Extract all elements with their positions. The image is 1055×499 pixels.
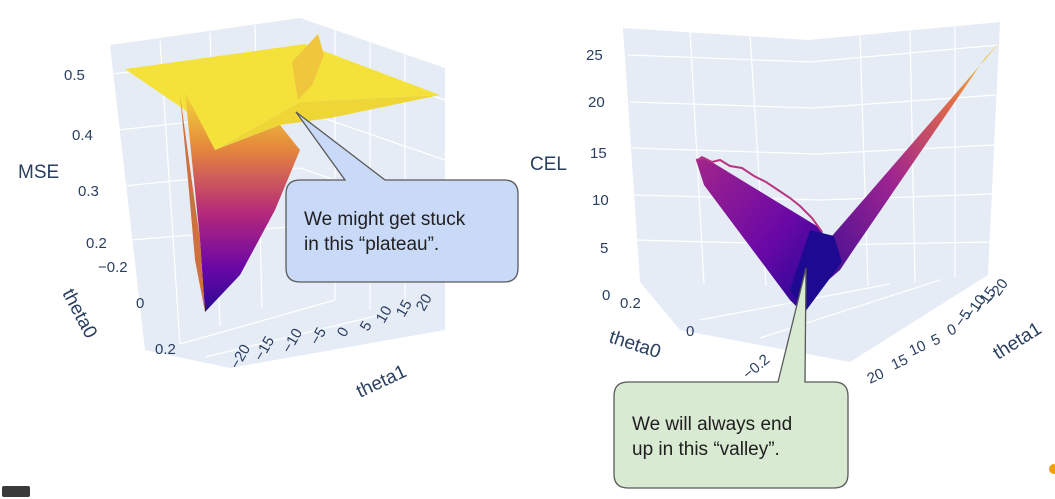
right-callout-line-2: up in this “valley”.: [632, 439, 780, 460]
right-callout: We will always end up in this “valley”.: [613, 267, 849, 489]
left-plateau-near: [215, 95, 440, 150]
right-ytick-group: 20 15 10 5 0 −5 −10 −15 −20: [865, 276, 1012, 388]
left-xtick-label: 0.2: [155, 341, 176, 358]
right-ztick-label: 0: [602, 287, 610, 304]
left-ytick-label: −5: [307, 325, 330, 348]
left-plot: 0.5 0.4 0.3 0.2 MSE −0.2 0 0.2 theta0 −2…: [18, 18, 519, 403]
right-z-axis-title: CEL: [530, 154, 567, 175]
right-ztick-label: 25: [586, 47, 603, 64]
left-z-axis-title: MSE: [18, 162, 59, 183]
right-xtick-label: 0.2: [620, 295, 641, 312]
left-cliff: [185, 92, 300, 312]
left-ztick-label: 0.5: [64, 67, 85, 84]
right-floor: [640, 275, 988, 362]
right-xtick-label: −0.2: [740, 351, 774, 383]
right-callout-line-1: We will always end: [632, 414, 792, 435]
left-xtick-label: 0: [136, 295, 144, 312]
right-y-axis-title: theta1: [990, 318, 1046, 364]
right-valley-edge: [695, 156, 823, 233]
slide-accent-dot-icon: [1049, 464, 1055, 474]
left-ytick-label: 10: [373, 303, 396, 326]
left-plateau-far: [125, 44, 440, 150]
right-valley-right-arm: [805, 40, 1002, 300]
right-ztick-label: 20: [588, 94, 605, 111]
left-cliff-front: [180, 95, 205, 312]
right-plot: 25 20 15 10 5 0 CEL 0.2 0 −0.2 theta0 20…: [530, 22, 1046, 489]
left-callout-line-2: in this “plateau”.: [304, 234, 439, 255]
left-callout-line-1: We might get stuck: [304, 209, 466, 230]
left-ytick-label: 20: [413, 291, 436, 314]
right-ytick-label: −5: [951, 307, 975, 331]
left-y-axis-title: theta1: [353, 361, 410, 402]
left-ytick-label: 15: [393, 297, 416, 320]
left-ridge: [292, 34, 324, 100]
right-ztick-label: 15: [590, 145, 607, 162]
left-ztick-label: 0.4: [72, 127, 93, 144]
left-callout: We might get stuck in this “plateau”.: [285, 111, 519, 283]
left-xtick-label: −0.2: [98, 259, 128, 276]
right-x-axis-title: theta0: [606, 327, 663, 363]
right-ztick-label: 10: [592, 192, 609, 209]
left-ztick-label: 0.3: [78, 183, 99, 200]
license-badge-icon: [2, 486, 30, 497]
right-ytick-label: 20: [865, 365, 887, 387]
right-gridlines: [627, 26, 999, 339]
right-ytick-label: 15: [889, 351, 911, 373]
right-ztick-label: 5: [600, 240, 608, 257]
right-ytick-label: 5: [929, 331, 944, 350]
right-ytick-label: 10: [907, 337, 929, 359]
left-ztick-label: 0.2: [86, 235, 107, 252]
right-xtick-label: 0: [686, 323, 694, 340]
left-x-axis-title: theta0: [58, 285, 101, 342]
